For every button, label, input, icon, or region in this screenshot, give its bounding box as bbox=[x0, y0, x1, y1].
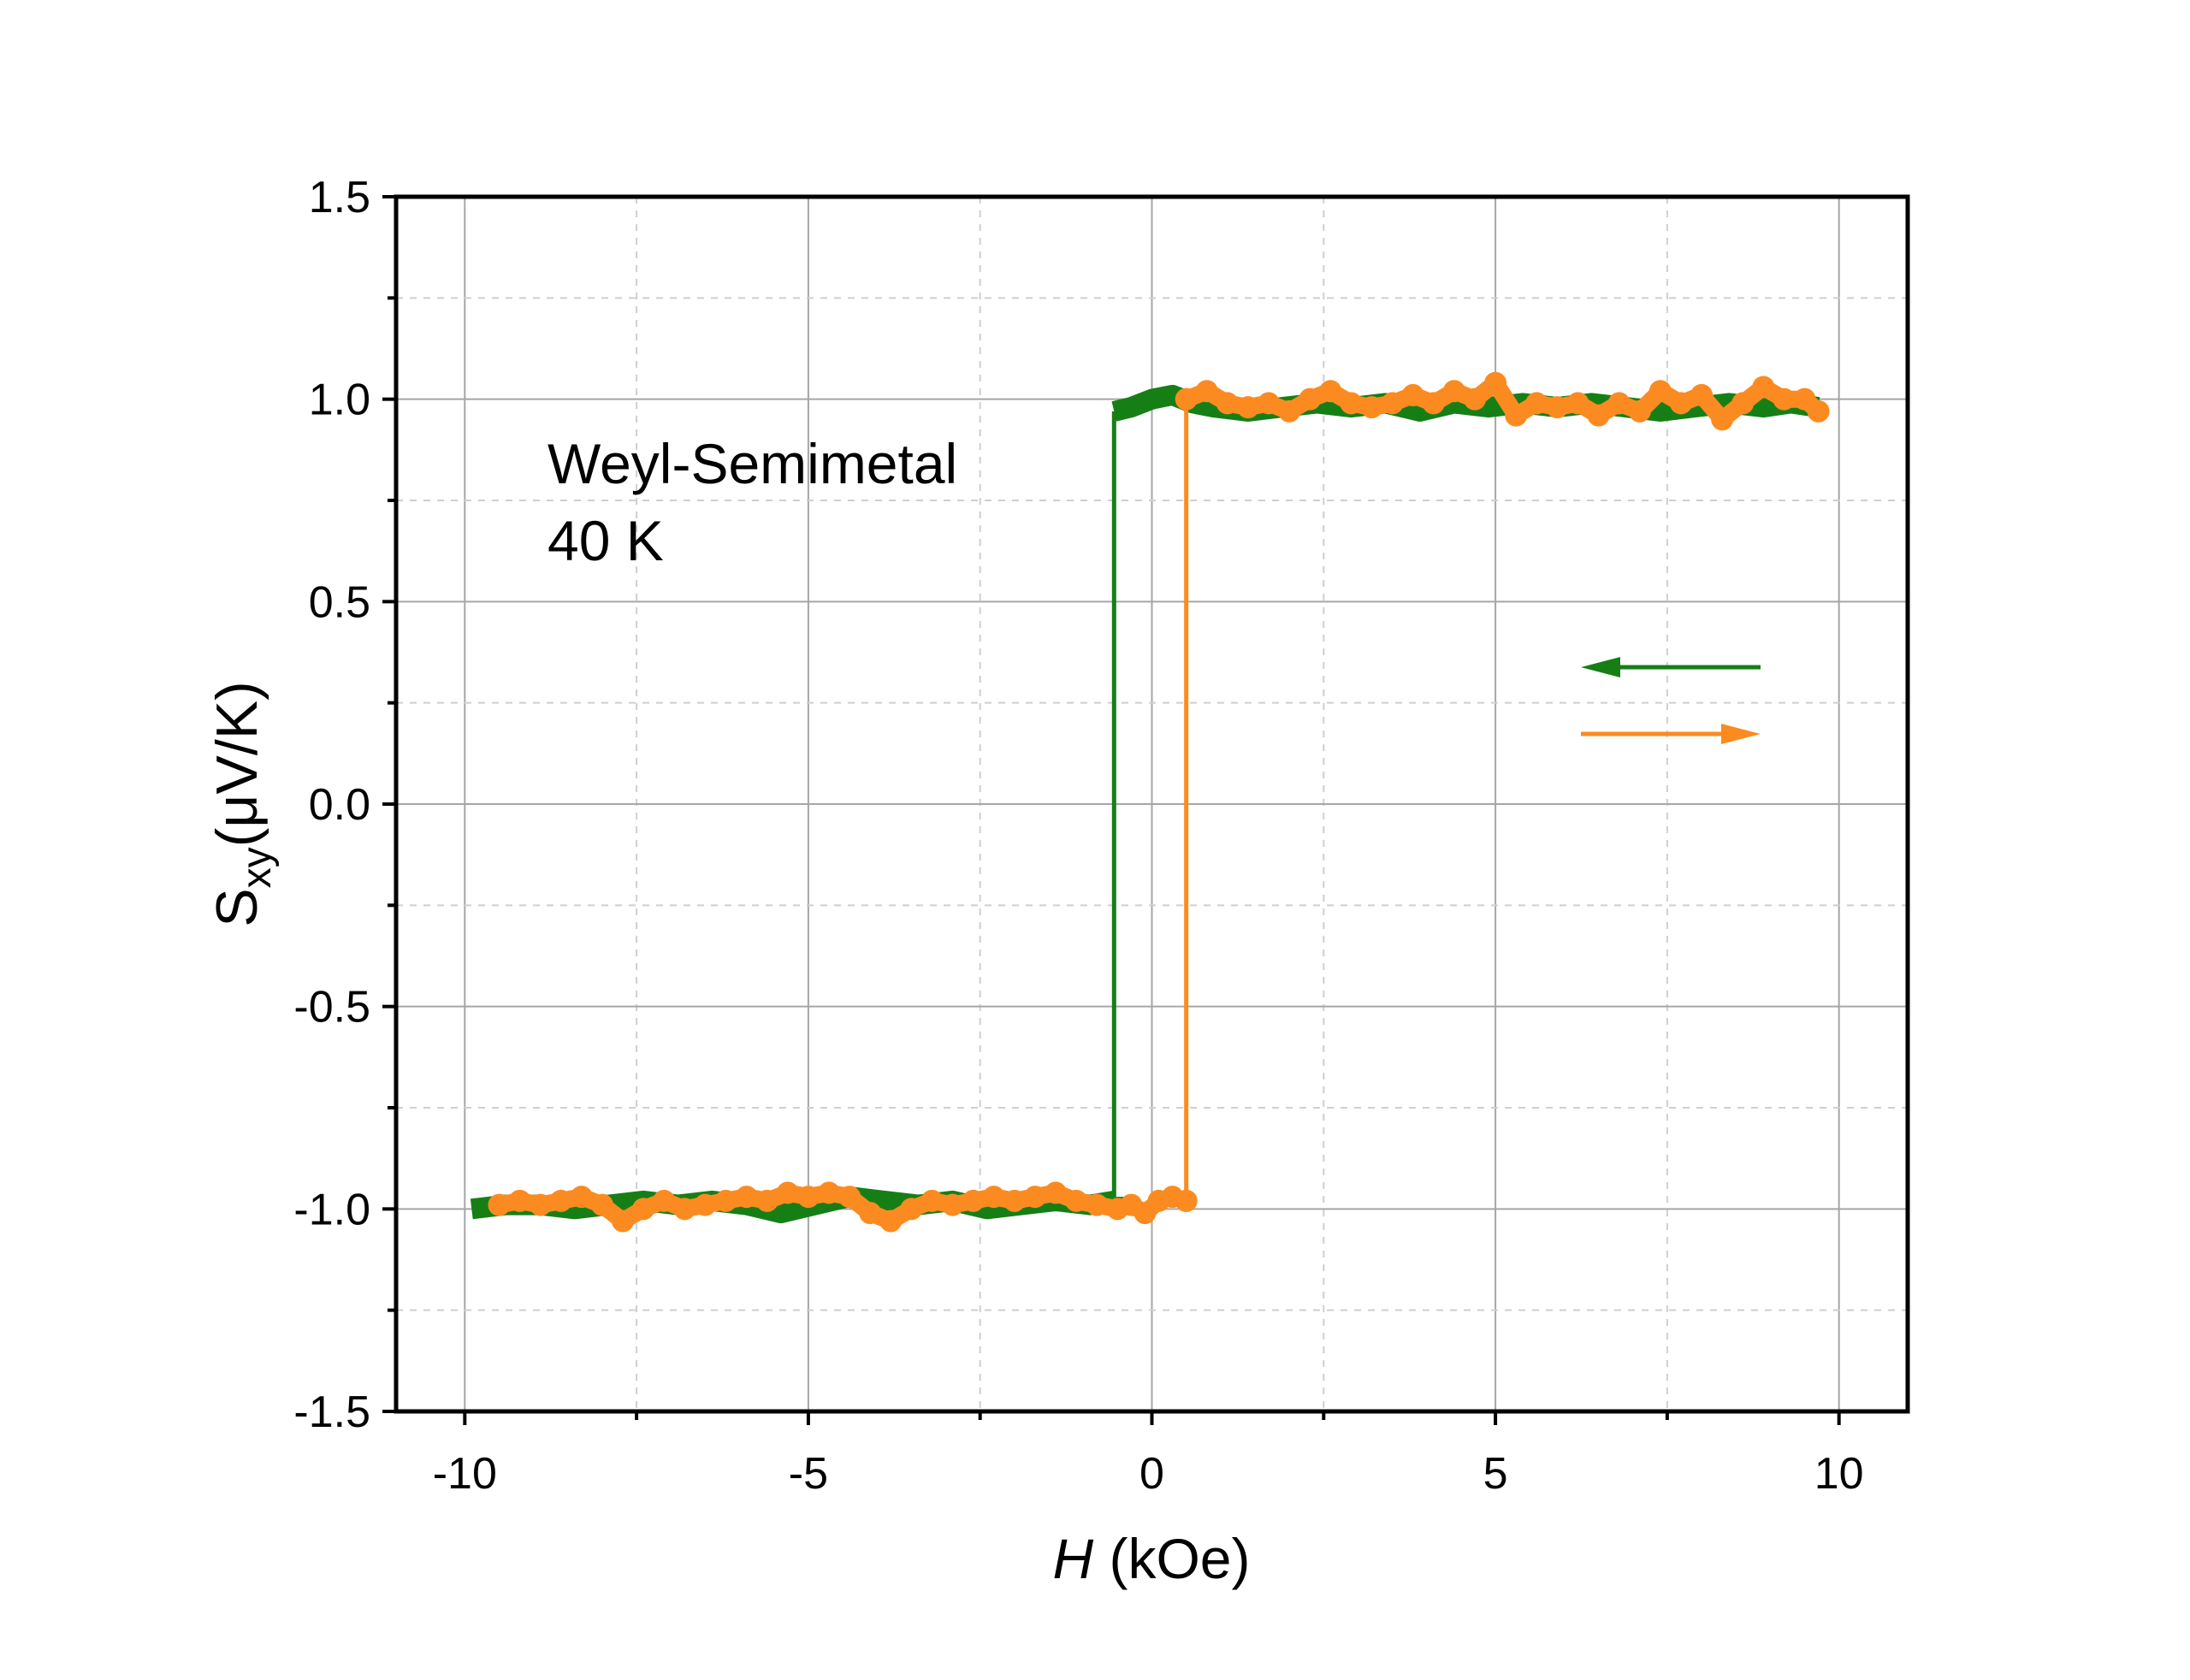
y-axis-title-main: S bbox=[204, 888, 269, 926]
data-point bbox=[1360, 396, 1383, 419]
data-point bbox=[1278, 399, 1301, 423]
data-point bbox=[570, 1186, 593, 1209]
data-point bbox=[1587, 404, 1610, 427]
data-point bbox=[1442, 380, 1465, 403]
y-tick-label: 1.5 bbox=[309, 173, 370, 222]
data-point bbox=[982, 1186, 1005, 1209]
data-point bbox=[1628, 399, 1651, 423]
data-point bbox=[1690, 383, 1714, 406]
data-point bbox=[796, 1186, 820, 1209]
data-point bbox=[776, 1181, 799, 1204]
grid-layer bbox=[396, 196, 1908, 1412]
data-point bbox=[1566, 392, 1589, 415]
data-point bbox=[653, 1189, 676, 1212]
x-axis-title: H (kOe) bbox=[1052, 1527, 1250, 1590]
x-tick-label: -5 bbox=[789, 1449, 828, 1499]
data-point bbox=[1731, 392, 1755, 415]
data-point bbox=[755, 1189, 778, 1212]
data-point bbox=[1422, 392, 1445, 415]
series-sweep-up bbox=[488, 371, 1830, 1233]
data-point bbox=[1065, 1189, 1088, 1212]
y-axis-title-sub: xy bbox=[234, 847, 280, 888]
data-point bbox=[1216, 392, 1239, 415]
x-axis-title-italic: H bbox=[1052, 1527, 1093, 1590]
data-point bbox=[1807, 399, 1830, 423]
data-point bbox=[1463, 387, 1486, 411]
data-point bbox=[838, 1186, 861, 1209]
data-point bbox=[1340, 392, 1363, 415]
data-point bbox=[1003, 1189, 1026, 1212]
data-point bbox=[694, 1193, 717, 1216]
tick-layer: -10 -5 0 5 10 -1.5 -1.0 -0.5 0.0 0.5 1.0 1.5 bbox=[293, 173, 1863, 1499]
y-tick-label: 0.5 bbox=[309, 577, 370, 627]
x-tick-label: 5 bbox=[1483, 1449, 1508, 1499]
data-point bbox=[1195, 380, 1218, 403]
annotation-line-2: 40 K bbox=[548, 509, 664, 572]
x-tick-label: 10 bbox=[1814, 1449, 1864, 1499]
data-point bbox=[632, 1198, 655, 1221]
data-point bbox=[673, 1198, 696, 1221]
data-point bbox=[590, 1193, 613, 1216]
legend-arrow-sweep-up bbox=[1581, 724, 1761, 744]
data-point bbox=[1175, 1189, 1198, 1212]
data-point bbox=[1299, 387, 1322, 411]
y-tick-label: -1.0 bbox=[293, 1185, 370, 1234]
data-point bbox=[1381, 392, 1404, 415]
data-point bbox=[1045, 1181, 1068, 1204]
data-point bbox=[920, 1189, 944, 1212]
data-point bbox=[714, 1189, 737, 1212]
x-tick-label: -10 bbox=[433, 1449, 497, 1499]
data-point bbox=[1773, 387, 1796, 411]
y-axis-title-unit: (μV/K) bbox=[204, 681, 269, 847]
data-point bbox=[1607, 392, 1631, 415]
y-tick-label: -0.5 bbox=[293, 983, 370, 1032]
annotation-line-1: Weyl-Semimetal bbox=[548, 432, 957, 495]
data-point bbox=[941, 1193, 964, 1216]
data-point bbox=[879, 1210, 903, 1233]
data-point bbox=[859, 1202, 882, 1225]
data-point bbox=[1236, 396, 1259, 419]
data-point bbox=[962, 1189, 985, 1212]
data-point bbox=[1711, 408, 1734, 431]
data-point bbox=[1505, 404, 1528, 427]
series-layer bbox=[470, 371, 1830, 1233]
x-tick-label: 0 bbox=[1139, 1449, 1164, 1499]
y-tick-label: -1.5 bbox=[293, 1387, 370, 1437]
data-point bbox=[1648, 380, 1672, 403]
data-point bbox=[1319, 380, 1342, 403]
data-point bbox=[1484, 371, 1507, 394]
data-point bbox=[508, 1189, 531, 1212]
data-point bbox=[1525, 392, 1548, 415]
data-point bbox=[1175, 387, 1198, 411]
data-point bbox=[1546, 396, 1569, 419]
data-point bbox=[900, 1198, 923, 1221]
x-axis-title-unit: (kOe) bbox=[1093, 1527, 1250, 1590]
data-point bbox=[1086, 1193, 1109, 1216]
data-point bbox=[1023, 1186, 1046, 1209]
legend-arrow-sweep-down bbox=[1581, 657, 1761, 677]
data-point bbox=[1752, 376, 1775, 399]
data-point bbox=[529, 1193, 552, 1216]
data-point bbox=[735, 1186, 758, 1209]
data-point bbox=[1258, 392, 1281, 415]
data-point bbox=[612, 1210, 635, 1233]
data-point bbox=[488, 1193, 511, 1216]
y-tick-label: 1.0 bbox=[309, 376, 370, 425]
data-point bbox=[1401, 383, 1424, 406]
legend-arrows bbox=[1581, 657, 1761, 744]
data-point bbox=[818, 1181, 841, 1204]
data-point bbox=[1669, 392, 1692, 415]
y-tick-label: 0.0 bbox=[309, 780, 370, 830]
data-point bbox=[549, 1189, 572, 1212]
y-axis-title: Sxy(μV/K) bbox=[204, 681, 280, 926]
